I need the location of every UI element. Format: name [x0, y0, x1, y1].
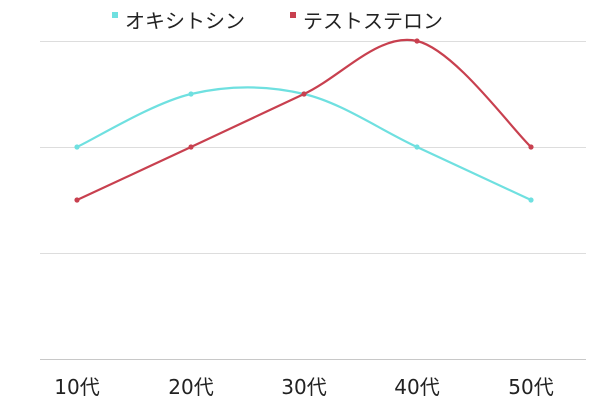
legend-label-1: オキシトシン — [125, 9, 245, 33]
x-tick-label: 10代 — [54, 375, 99, 399]
series-line-2 — [75, 38, 533, 202]
x-tick-label: 30代 — [281, 375, 326, 399]
x-tick-label: 40代 — [394, 375, 439, 399]
series-1-point — [414, 144, 420, 150]
legend-marker-2 — [290, 12, 296, 18]
legend-marker-1 — [112, 12, 118, 18]
series-2-point — [188, 144, 194, 150]
series-line-1 — [75, 86, 533, 202]
x-tick-label: 50代 — [508, 375, 553, 399]
series-2-point — [301, 91, 307, 97]
series-2-point — [414, 38, 420, 44]
series-2-point — [74, 197, 80, 203]
series-1-point — [188, 91, 194, 97]
series-2-point — [528, 144, 534, 150]
series-1-point — [528, 197, 534, 203]
x-tick-label: 20代 — [168, 375, 213, 399]
series-1-point — [74, 144, 80, 150]
legend-label-2: テストステロン — [303, 9, 443, 33]
